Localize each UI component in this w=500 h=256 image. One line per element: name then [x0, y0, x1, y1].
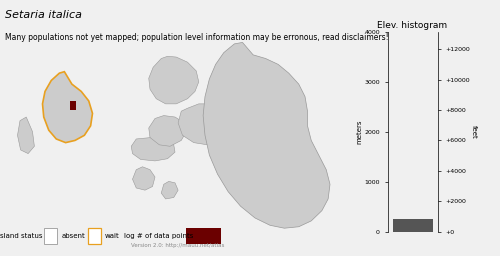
- Polygon shape: [18, 117, 34, 154]
- Polygon shape: [161, 182, 178, 199]
- Polygon shape: [149, 115, 186, 146]
- Text: wait: wait: [104, 233, 119, 239]
- Polygon shape: [42, 72, 92, 143]
- Polygon shape: [132, 167, 155, 190]
- Bar: [70, 101, 76, 110]
- Polygon shape: [149, 56, 199, 104]
- Text: Setaria italica: Setaria italica: [5, 10, 82, 20]
- Text: Version 2.0: http://mauu.net/atlas: Version 2.0: http://mauu.net/atlas: [131, 243, 224, 248]
- Polygon shape: [203, 42, 330, 228]
- Bar: [392, 219, 432, 232]
- Y-axis label: meters: meters: [357, 120, 363, 144]
- Y-axis label: feet: feet: [472, 125, 478, 139]
- Title: Elev. histogram: Elev. histogram: [378, 21, 448, 30]
- Text: absent: absent: [61, 233, 85, 239]
- Polygon shape: [178, 104, 230, 145]
- Bar: [186, 228, 220, 244]
- Polygon shape: [131, 137, 175, 161]
- Bar: [44, 228, 57, 244]
- Bar: [88, 228, 101, 244]
- Text: Many populations not yet mapped; population level information may be erronous, r: Many populations not yet mapped; populat…: [5, 33, 388, 42]
- Text: island status: island status: [0, 233, 42, 239]
- Text: log # of data points: log # of data points: [124, 233, 194, 239]
